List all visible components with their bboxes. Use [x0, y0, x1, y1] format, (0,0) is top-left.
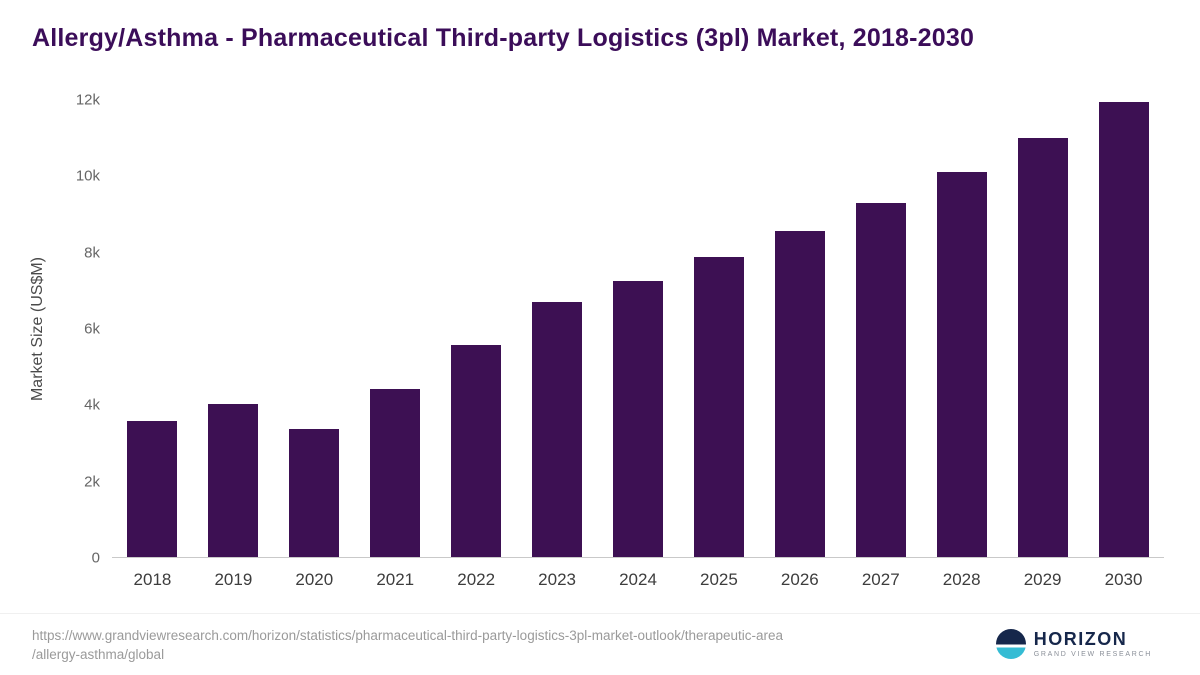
x-tick-label-2020: 2020: [295, 570, 334, 589]
bar-2024[interactable]: [612, 280, 663, 557]
bar-2026[interactable]: [774, 231, 825, 557]
y-tick-label-4k: 4k: [84, 396, 100, 414]
bar-2029[interactable]: [1017, 138, 1068, 557]
x-tick-label-2030: 2030: [1104, 570, 1143, 589]
bar-slot: [193, 100, 274, 557]
bar-slot: [1083, 100, 1164, 557]
bar-slot: [355, 100, 436, 557]
bar-2023[interactable]: [532, 301, 583, 557]
bar-slot: [112, 100, 193, 557]
x-axis-ticks: 2018 2019 2020 2021 2022 2023 2024 2025 2026 2027…: [112, 570, 1164, 590]
bar-slot: [436, 100, 517, 557]
x-tick-label-2026: 2026: [780, 570, 819, 589]
bar-slot: [517, 100, 598, 557]
y-tick-label-0: 0: [91, 549, 100, 567]
y-tick-label-6k: 6k: [84, 320, 100, 338]
plot-area: [112, 100, 1164, 558]
x-tick-label-2027: 2027: [861, 570, 900, 589]
x-tick-label-2022: 2022: [457, 570, 496, 589]
x-tick-label-2018: 2018: [133, 570, 172, 589]
bar-2018[interactable]: [127, 420, 178, 557]
bar-slot: [598, 100, 679, 557]
y-axis-title: Market Size (US$M): [29, 256, 46, 402]
bar-2019[interactable]: [208, 403, 259, 557]
source-url: https://www.grandviewresearch.com/horizo…: [32, 626, 783, 665]
bar-slot: [921, 100, 1002, 557]
x-tick-label-2024: 2024: [619, 570, 657, 589]
bar-slot: [1002, 100, 1083, 557]
bar-2030[interactable]: [1098, 101, 1149, 557]
x-tick-label-2028: 2028: [942, 570, 981, 589]
source-url-line2: /allergy-asthma/global: [32, 647, 165, 663]
bar-2025[interactable]: [693, 256, 744, 557]
bar-2022[interactable]: [451, 345, 502, 557]
y-tick-label-12k: 12k: [75, 91, 100, 109]
logo-subtitle: GRAND VIEW RESEARCH: [1033, 651, 1152, 659]
horizon-logo-icon: [995, 629, 1026, 659]
x-tick-label-2029: 2029: [1023, 570, 1062, 589]
footer: https://www.grandviewresearch.com/horizo…: [0, 613, 1200, 675]
bar-2027[interactable]: [855, 202, 906, 557]
bar-slot: [840, 100, 921, 557]
horizon-logo: HORIZON GRAND VIEW RESEARCH: [995, 628, 1152, 659]
x-tick-label-2021: 2021: [376, 570, 415, 589]
bar-slot: [678, 100, 759, 557]
y-tick-label-10k: 10k: [75, 167, 100, 185]
x-tick-label-2019: 2019: [214, 570, 253, 589]
bar-2028[interactable]: [936, 172, 987, 557]
bar-2020[interactable]: [289, 429, 340, 557]
source-url-line1: https://www.grandviewresearch.com/horizo…: [32, 627, 784, 643]
y-tick-label-8k: 8k: [84, 244, 100, 262]
x-tick-label-2025: 2025: [700, 570, 738, 589]
x-tick-label-2023: 2023: [538, 570, 576, 589]
bar-slot: [274, 100, 355, 557]
y-axis-ticks: 0 2k 4k 6k 8k 10k 12k: [55, 92, 100, 567]
bars: [112, 100, 1164, 557]
page-title: Allergy/Asthma - Pharmaceutical Third-pa…: [32, 24, 975, 52]
bar-slot: [759, 100, 840, 557]
bar-2021[interactable]: [370, 388, 421, 557]
logo-name: HORIZON: [1033, 628, 1128, 649]
y-tick-label-2k: 2k: [84, 473, 100, 491]
